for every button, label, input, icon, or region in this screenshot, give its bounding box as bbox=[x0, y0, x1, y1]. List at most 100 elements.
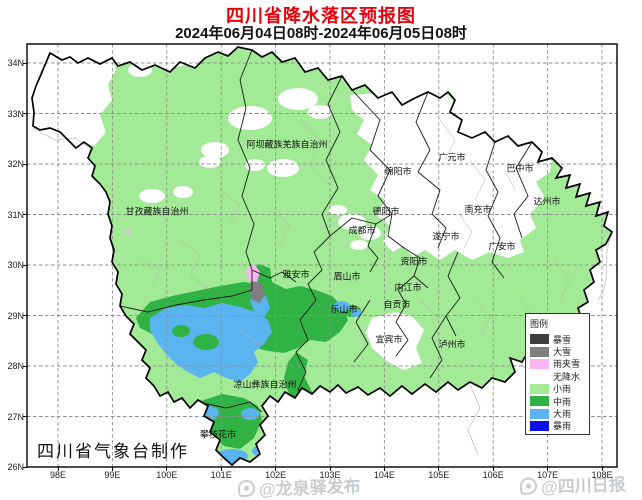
no-precip-south-center bbox=[366, 312, 424, 370]
lat-tick-label: 32N bbox=[7, 159, 24, 169]
legend-item: 小雨 bbox=[530, 383, 589, 395]
legend-item: 暴雨 bbox=[530, 420, 589, 432]
region-label: 甘孜藏族自治州 bbox=[125, 206, 189, 217]
province-border bbox=[31, 46, 614, 467]
lat-tick-label: 29N bbox=[7, 310, 24, 321]
legend-label: 大雨 bbox=[553, 409, 572, 420]
legend-label: 无降水 bbox=[553, 371, 581, 382]
lon-tick-label: 107E bbox=[537, 470, 559, 480]
region-label: 广安市 bbox=[488, 241, 516, 252]
legend-swatch bbox=[530, 420, 549, 431]
heavy-snow-area bbox=[249, 281, 265, 303]
legend-label: 中雨 bbox=[553, 396, 572, 407]
lat-tick bbox=[23, 264, 27, 266]
lon-tick bbox=[111, 467, 113, 471]
region-label: 成都市 bbox=[348, 225, 376, 236]
lat-tick bbox=[23, 466, 27, 468]
lon-tick bbox=[492, 467, 494, 471]
lon-tick-label: 104E bbox=[373, 470, 395, 480]
legend-items: 暴雪大雪 雨夹雪 无降水小雨 中雨大雨 暴雨 bbox=[530, 333, 589, 432]
lon-tick bbox=[601, 467, 603, 471]
no-precip-northeast bbox=[350, 92, 552, 260]
lat-tick bbox=[23, 163, 27, 165]
legend-swatch bbox=[530, 371, 549, 382]
region-label: 雅安市 bbox=[282, 269, 310, 280]
lon-tick-label: 106E bbox=[482, 470, 504, 480]
legend-label: 暴雪 bbox=[553, 334, 572, 345]
lon-tick bbox=[275, 467, 277, 471]
legend-swatch bbox=[530, 358, 549, 369]
region-label: 凉山彝族自治州 bbox=[233, 379, 297, 390]
lon-tick-label: 98E bbox=[49, 470, 67, 480]
watermark-longquanyi: @龙泉驿发布 bbox=[237, 472, 361, 500]
weibo-icon bbox=[237, 479, 256, 498]
legend-swatch bbox=[530, 396, 549, 407]
legend-item: 大雪 bbox=[530, 345, 589, 357]
legend-item: 中雨 bbox=[530, 395, 589, 407]
lat-tick-label: 31N bbox=[7, 209, 24, 220]
lon-tick-label: 102E bbox=[265, 470, 287, 480]
lon-tick bbox=[57, 467, 59, 471]
moderate-rain-islands bbox=[172, 325, 219, 350]
legend-item: 无降水 bbox=[530, 370, 589, 382]
legend-label: 大雪 bbox=[553, 347, 572, 358]
region-label: 德阳市 bbox=[372, 206, 400, 217]
lat-tick bbox=[23, 113, 27, 114]
page-title: 四川省降水落区预报图 bbox=[226, 6, 416, 26]
lat-tick bbox=[23, 214, 27, 215]
prefecture-borders bbox=[119, 49, 533, 419]
region-label: 绵阳市 bbox=[384, 166, 412, 177]
lat-tick bbox=[23, 62, 27, 64]
map-frame bbox=[26, 43, 618, 468]
lon-tick bbox=[329, 467, 331, 471]
legend-item: 雨夹雪 bbox=[530, 358, 589, 370]
lon-tick-label: 100E bbox=[156, 470, 178, 480]
region-label: 巴中市 bbox=[506, 163, 534, 174]
legend-label: 小雨 bbox=[553, 384, 572, 395]
region-label: 眉山市 bbox=[333, 271, 361, 282]
lat-tick-label: 27N bbox=[7, 411, 24, 422]
county-borders bbox=[139, 119, 571, 436]
lon-tick-label: 103E bbox=[319, 470, 341, 480]
region-label: 资阳市 bbox=[400, 256, 428, 267]
lat-tick-label: 26N bbox=[7, 462, 24, 472]
legend-item: 大雨 bbox=[530, 407, 589, 419]
legend-item: 暴雪 bbox=[530, 333, 589, 345]
lat-tick bbox=[23, 315, 27, 316]
lon-tick bbox=[220, 467, 222, 471]
region-label: 达州市 bbox=[533, 196, 561, 207]
lat-tick-label: 28N bbox=[7, 361, 24, 371]
lon-tick bbox=[383, 467, 385, 471]
region-label: 乐山市 bbox=[330, 304, 358, 315]
forecast-period: 2024年06月04日08时-2024年06月05日08时 bbox=[175, 25, 467, 42]
lon-tick-label: 108E bbox=[591, 470, 613, 480]
legend: 图例 暴雪 大雪 雨夹雪 无降水 小雨 中雨 大雨 暴雨 bbox=[525, 313, 590, 435]
region-label: 南充市 bbox=[464, 204, 492, 215]
region-label: 广元市 bbox=[438, 152, 466, 163]
legend-swatch bbox=[530, 408, 549, 419]
region-label: 泸州市 bbox=[438, 339, 466, 350]
lon-tick-label: 101E bbox=[210, 470, 232, 480]
lat-tick-label: 30N bbox=[7, 260, 24, 270]
snow-dot bbox=[125, 228, 131, 236]
lon-tick bbox=[547, 467, 549, 471]
lon-tick-label: 105E bbox=[428, 470, 450, 480]
no-precip-northwest bbox=[32, 53, 116, 148]
region-label: 宜宾市 bbox=[375, 334, 403, 345]
legend-label: 暴雨 bbox=[553, 421, 572, 432]
region-label: 攀枝花市 bbox=[199, 429, 237, 440]
lon-tick bbox=[166, 467, 168, 471]
lat-tick-label: 33N bbox=[7, 108, 24, 119]
legend-swatch bbox=[530, 383, 549, 394]
legend-swatch bbox=[530, 334, 549, 345]
lon-tick bbox=[438, 467, 440, 471]
lat-tick bbox=[23, 416, 27, 417]
no-precip-patches bbox=[128, 53, 381, 250]
lat-tick-label: 34N bbox=[7, 58, 24, 68]
sleet-area bbox=[246, 264, 260, 282]
lat-tick bbox=[23, 365, 27, 367]
region-label: 阿坝藏族羌族自治州 bbox=[246, 139, 328, 150]
region-label: 自贡市 bbox=[383, 299, 411, 310]
